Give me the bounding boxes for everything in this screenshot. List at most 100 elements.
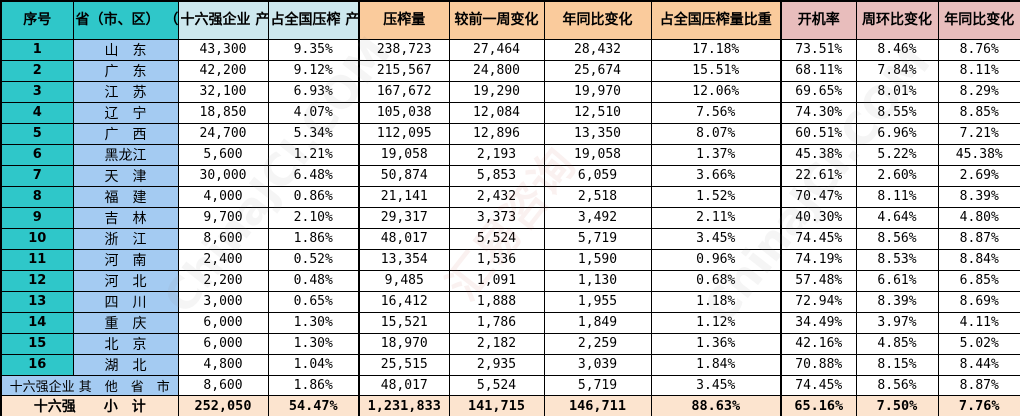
cell-operating-rate: 40.30% — [780, 206, 857, 229]
cell-yoy-rate-change: 8.69% — [937, 290, 1020, 313]
cell-wow-change: 12,084 — [448, 101, 545, 124]
col-header-capacity: 十六强企业 产能（日） — [177, 0, 269, 40]
cell-wow-change: 2,182 — [448, 332, 545, 355]
cell-capacity-share: 1.21% — [267, 143, 360, 166]
cell-yoy-change: 25,674 — [543, 59, 652, 82]
cell-crush-volume: 13,354 — [358, 248, 450, 271]
cell-capacity: 2,200 — [177, 269, 269, 292]
row-index-cell: 8 — [0, 185, 74, 208]
cell-operating-rate: 57.48% — [780, 269, 857, 292]
cell-operating-rate: 74.19% — [780, 248, 857, 271]
cell-yoy-rate-change: 8.44% — [937, 353, 1020, 376]
row-index-cell: 2 — [0, 59, 74, 82]
cell-capacity: 5,600 — [177, 143, 269, 166]
col-header-volume-share: 占全国压榨量比重 — [650, 0, 782, 40]
province-cell: 四 川 — [72, 290, 179, 313]
cell-capacity: 43,300 — [177, 38, 269, 61]
cell-capacity: 8,600 — [177, 374, 269, 396]
cell-yoy-rate-change: 5.02% — [937, 332, 1020, 355]
cell-capacity: 18,850 — [177, 101, 269, 124]
cell-volume-share: 1.18% — [650, 290, 782, 313]
cell-capacity-share: 0.48% — [267, 269, 360, 292]
cell-wow-rate-change: 6.96% — [855, 122, 939, 145]
cell-wow-change: 27,464 — [448, 38, 545, 61]
cell-capacity-share: 6.93% — [267, 80, 360, 103]
cell-crush-volume: 21,141 — [358, 185, 450, 208]
cell-wow-change: 141,715 — [448, 394, 545, 416]
cell-volume-share: 3.45% — [650, 374, 782, 396]
row-index-cell: 11 — [0, 248, 74, 271]
cell-yoy-change: 19,970 — [543, 80, 652, 103]
col-header-capacity-share: 占全国压榨 产能比重 — [267, 0, 360, 40]
cell-crush-volume: 29,317 — [358, 206, 450, 229]
province-cell: 辽 宁 — [72, 101, 179, 124]
cell-wow-change: 2,193 — [448, 143, 545, 166]
cell-wow-change: 1,091 — [448, 269, 545, 292]
cell-wow-change: 5,524 — [448, 227, 545, 250]
col-header-wow-change: 较前一周变化 — [448, 0, 545, 40]
cell-volume-share: 1.12% — [650, 311, 782, 334]
cell-yoy-change: 28,432 — [543, 38, 652, 61]
cell-yoy-change: 1,849 — [543, 311, 652, 334]
cell-capacity-share: 0.65% — [267, 290, 360, 313]
cell-capacity: 2,400 — [177, 248, 269, 271]
cell-capacity: 6,000 — [177, 311, 269, 334]
cell-capacity: 4,000 — [177, 185, 269, 208]
cell-volume-share: 1.84% — [650, 353, 782, 376]
cell-volume-share: 0.96% — [650, 248, 782, 271]
cell-wow-change: 1,536 — [448, 248, 545, 271]
province-row: 10 浙 江 8,600 1.86% 48,017 5,524 5,719 3.45% 74.4… — [0, 227, 1020, 250]
cell-yoy-rate-change: 8.76% — [937, 38, 1020, 61]
cell-wow-rate-change: 8.55% — [855, 101, 939, 124]
cell-crush-volume: 1,231,833 — [358, 394, 450, 416]
cell-capacity: 30,000 — [177, 164, 269, 187]
cell-yoy-change: 19,058 — [543, 143, 652, 166]
cell-capacity-share: 4.07% — [267, 101, 360, 124]
cell-wow-rate-change: 8.56% — [855, 374, 939, 396]
cell-operating-rate: 34.49% — [780, 311, 857, 334]
other-provinces-row: 十六强企业 其 他 省 市 8,600 1.86% 48,017 5,524 5,719 3… — [0, 374, 1020, 396]
cell-crush-volume: 167,672 — [358, 80, 450, 103]
cell-yoy-rate-change: 7.21% — [937, 122, 1020, 145]
cell-yoy-rate-change: 8.87% — [937, 374, 1020, 396]
cell-yoy-change: 12,510 — [543, 101, 652, 124]
cell-wow-change: 1,888 — [448, 290, 545, 313]
province-cell: 天 津 — [72, 164, 179, 187]
cell-wow-rate-change: 3.97% — [855, 311, 939, 334]
cell-operating-rate: 22.61% — [780, 164, 857, 187]
cell-volume-share: 3.45% — [650, 227, 782, 250]
cell-wow-change: 5,853 — [448, 164, 545, 187]
cell-wow-rate-change: 8.01% — [855, 80, 939, 103]
cell-capacity: 3,000 — [177, 290, 269, 313]
cell-operating-rate: 70.47% — [780, 185, 857, 208]
province-row: 14 重 庆 6,000 1.30% 15,521 1,786 1,849 1.12% 34.4… — [0, 311, 1020, 334]
col-header-wow-rate-change: 周环比变化 — [855, 0, 939, 40]
cell-operating-rate: 42.16% — [780, 332, 857, 355]
province-cell: 吉 林 — [72, 206, 179, 229]
col-header-operating-rate: 开机率 — [780, 0, 857, 40]
cell-volume-share: 15.51% — [650, 59, 782, 82]
province-cell: 河 南 — [72, 248, 179, 271]
cell-volume-share: 8.07% — [650, 122, 782, 145]
cell-crush-volume: 238,723 — [358, 38, 450, 61]
cell-yoy-change: 3,492 — [543, 206, 652, 229]
cell-capacity: 4,800 — [177, 353, 269, 376]
cell-yoy-rate-change: 4.11% — [937, 311, 1020, 334]
row-index-cell: 12 — [0, 269, 74, 292]
cell-volume-share: 3.66% — [650, 164, 782, 187]
cell-wow-rate-change: 8.15% — [855, 353, 939, 376]
province-cell: 山 东 — [72, 38, 179, 61]
province-row: 6 黑龙江 5,600 1.21% 19,058 2,193 19,058 1.37% 45.3… — [0, 143, 1020, 166]
cell-operating-rate: 70.88% — [780, 353, 857, 376]
cell-yoy-change: 1,590 — [543, 248, 652, 271]
cell-volume-share: 1.36% — [650, 332, 782, 355]
cell-wow-change: 24,800 — [448, 59, 545, 82]
cell-capacity-share: 0.86% — [267, 185, 360, 208]
cell-capacity: 24,700 — [177, 122, 269, 145]
cell-wow-rate-change: 8.56% — [855, 227, 939, 250]
cell-volume-share: 0.68% — [650, 269, 782, 292]
row-index-cell: 10 — [0, 227, 74, 250]
col-header-yoy-rate-change: 年同比变化 — [937, 0, 1020, 40]
